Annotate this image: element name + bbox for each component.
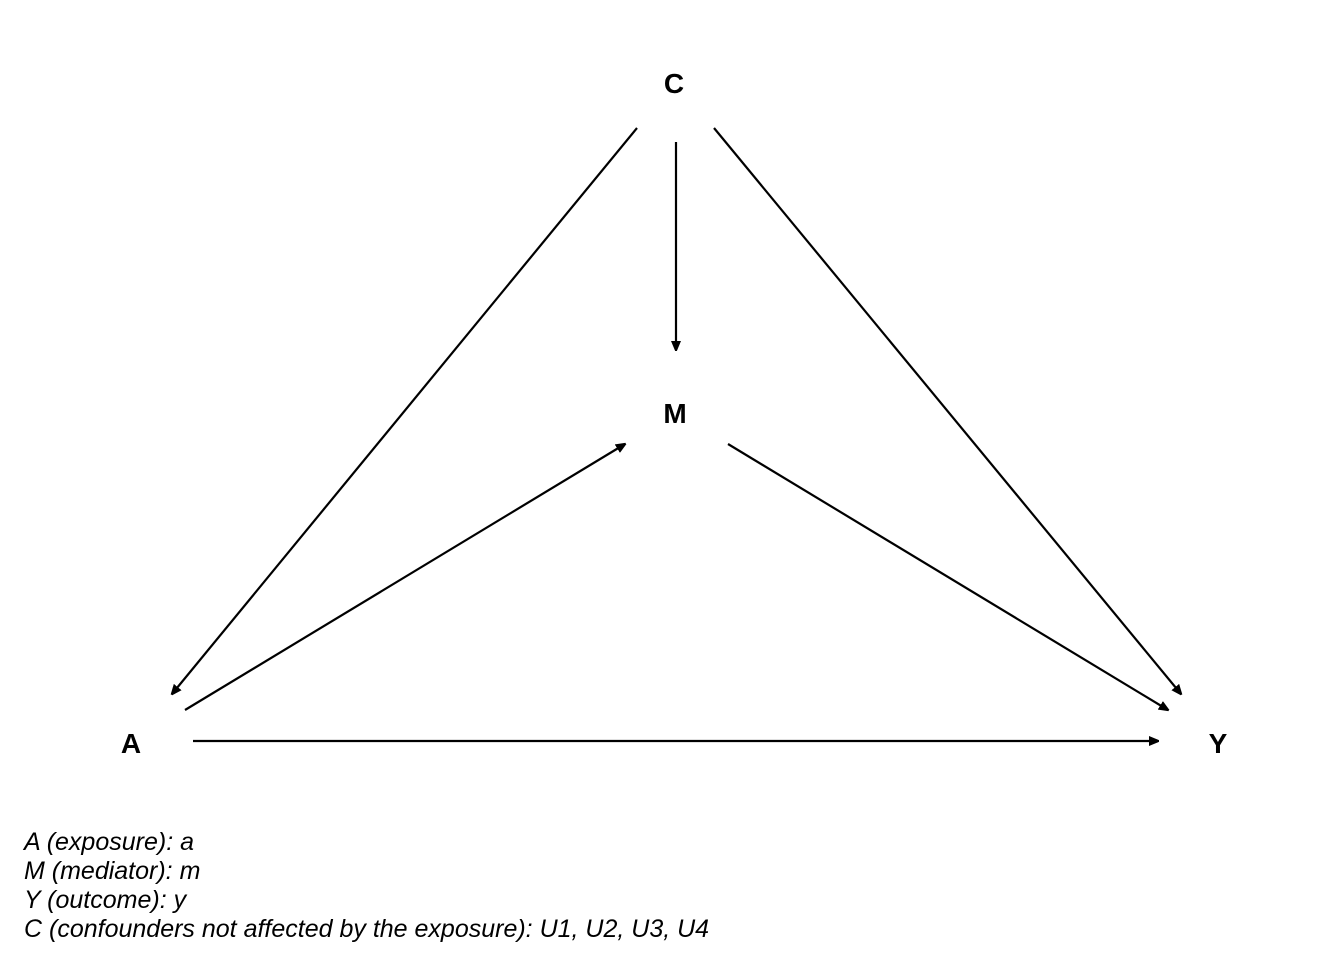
node-y-label: Y <box>1209 728 1228 759</box>
legend-exposure: A (exposure): a <box>24 828 194 856</box>
legend-confounders: C (confounders not affected by the expos… <box>24 915 710 943</box>
node-c-label: C <box>664 68 684 99</box>
node-a-label: A <box>121 728 141 759</box>
edge-c-to-y <box>713 127 1181 694</box>
edge-m-to-y <box>727 443 1168 710</box>
legend-mediator: M (mediator): m <box>24 857 201 885</box>
node-m-label: M <box>663 398 686 429</box>
edge-a-to-m <box>184 444 625 711</box>
edge-c-to-a <box>172 127 638 694</box>
legend: A (exposure): a M (mediator): m Y (outco… <box>24 828 709 944</box>
legend-outcome: Y (outcome): y <box>24 886 187 914</box>
